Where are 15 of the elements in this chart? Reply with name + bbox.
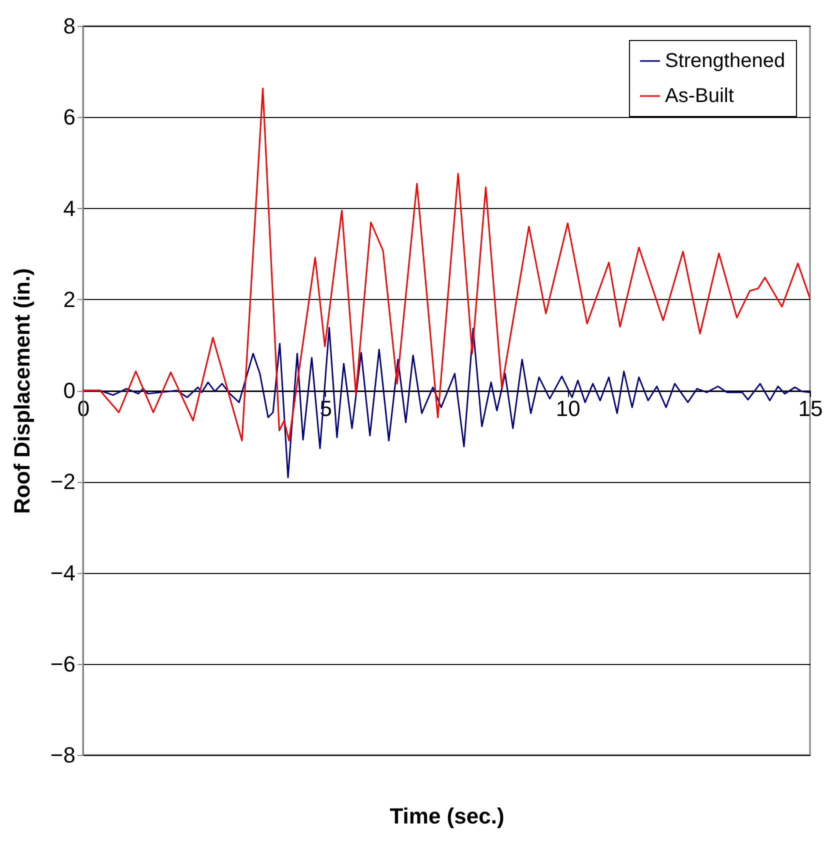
y-tick-label: −2 bbox=[50, 469, 76, 494]
y-tick-label: 6 bbox=[63, 104, 76, 130]
y-tick-label: 2 bbox=[63, 286, 76, 312]
y-tick-label: −6 bbox=[50, 651, 76, 676]
x-tick-label: 10 bbox=[556, 396, 580, 421]
y-tick-label: −8 bbox=[50, 742, 76, 768]
legend-label: Strengthened bbox=[665, 50, 786, 72]
y-tick-label: 0 bbox=[63, 378, 76, 403]
y-tick-label: 8 bbox=[63, 14, 76, 38]
y-tick-label: −4 bbox=[50, 560, 76, 586]
x-axis-title: Time (sec.) bbox=[390, 804, 504, 828]
x-tick-label: 15 bbox=[798, 396, 823, 421]
y-axis-title: Roof Displacement (in.) bbox=[9, 268, 34, 514]
legend-label: As-Built bbox=[665, 85, 734, 107]
y-tick-label: 4 bbox=[63, 196, 76, 221]
